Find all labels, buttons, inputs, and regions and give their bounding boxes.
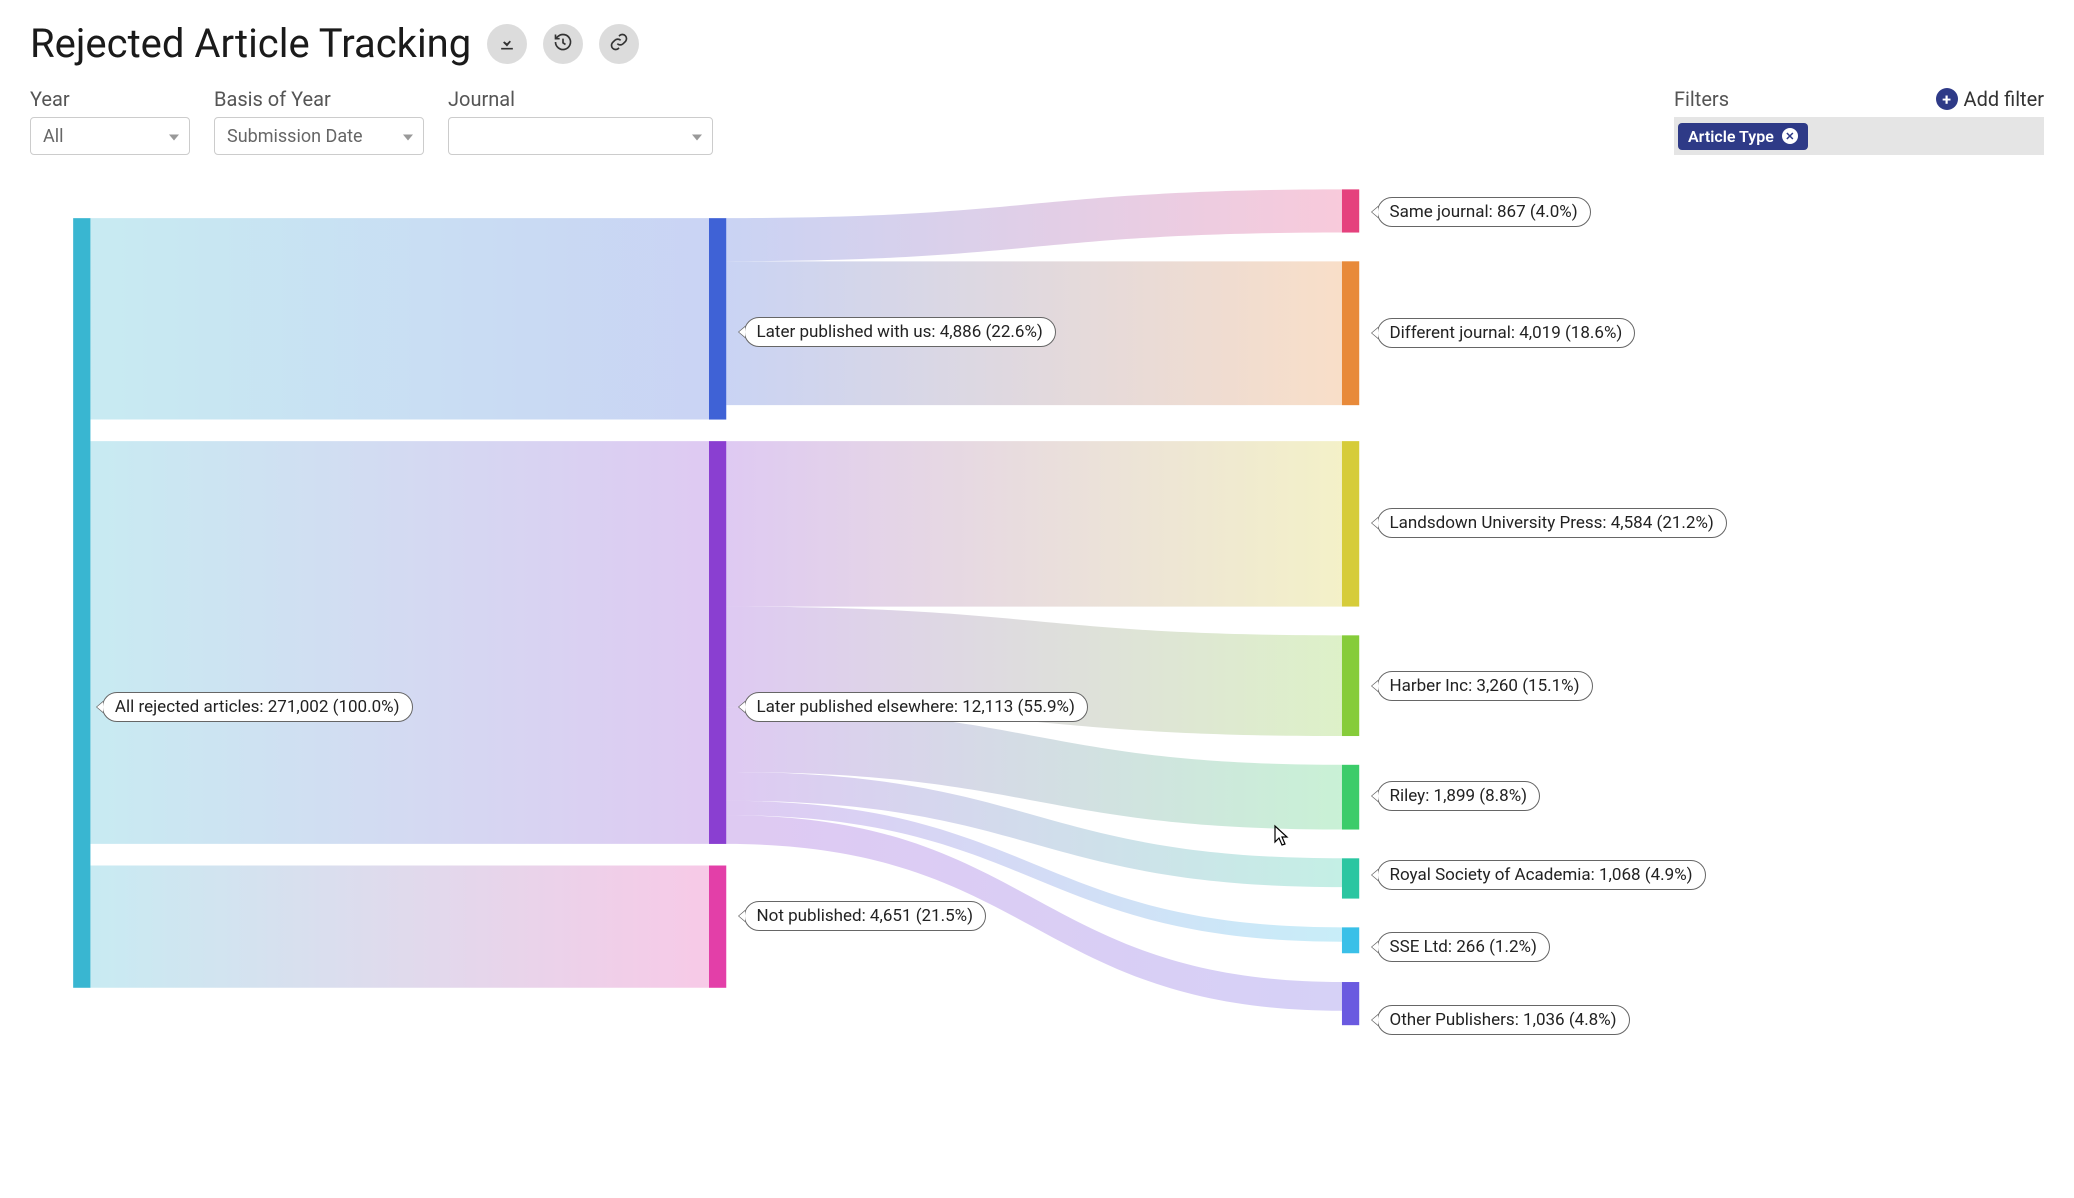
sankey-chart[interactable]: All rejected articles: 271,002 (100.0%) L… <box>30 175 2044 1096</box>
sankey-label-same_journal: Same journal: 867 (4.0%) <box>1377 197 1591 227</box>
sankey-link[interactable] <box>726 189 1342 261</box>
download-icon <box>497 32 517 55</box>
filter-chip-bar: Article Type ✕ <box>1674 117 2044 155</box>
sankey-link[interactable] <box>726 441 1342 606</box>
filter-basis: Basis of Year Submission Date <box>214 87 424 155</box>
history-icon <box>553 32 573 55</box>
sankey-label-elsewhere: Later published elsewhere: 12,113 (55.9%… <box>744 692 1088 722</box>
sankey-link[interactable] <box>90 866 709 988</box>
basis-select-value: Submission Date <box>227 126 363 147</box>
download-button[interactable] <box>487 24 527 64</box>
filter-basis-label: Basis of Year <box>214 87 424 111</box>
sankey-node-same_journal[interactable] <box>1342 189 1359 232</box>
sankey-label-landsdown: Landsdown University Press: 4,584 (21.2%… <box>1377 508 1727 538</box>
basis-select[interactable]: Submission Date <box>214 117 424 155</box>
filter-journal-label: Journal <box>448 87 713 111</box>
link-button[interactable] <box>599 24 639 64</box>
sankey-node-landsdown[interactable] <box>1342 441 1359 606</box>
sankey-node-elsewhere[interactable] <box>709 441 726 844</box>
filter-chip-label: Article Type <box>1688 127 1774 146</box>
journal-select[interactable] <box>448 117 713 155</box>
filter-journal: Journal <box>448 87 713 155</box>
sankey-node-other[interactable] <box>1342 982 1359 1025</box>
sankey-node-harber[interactable] <box>1342 635 1359 736</box>
year-select[interactable]: All <box>30 117 190 155</box>
sankey-link[interactable] <box>90 218 709 419</box>
history-button[interactable] <box>543 24 583 64</box>
add-filter-button[interactable]: + Add filter <box>1936 87 2044 111</box>
filter-chip-article-type[interactable]: Article Type ✕ <box>1678 123 1808 150</box>
filters-panel-label: Filters <box>1674 87 1729 111</box>
sankey-node-with_us[interactable] <box>709 218 726 419</box>
filter-year: Year All <box>30 87 190 155</box>
sankey-node-root[interactable] <box>73 218 90 988</box>
sankey-label-sse: SSE Ltd: 266 (1.2%) <box>1377 932 1550 962</box>
sankey-label-diff_journal: Different journal: 4,019 (18.6%) <box>1377 318 1636 348</box>
sankey-node-royal[interactable] <box>1342 858 1359 898</box>
sankey-label-royal: Royal Society of Academia: 1,068 (4.9%) <box>1377 860 1706 890</box>
year-select-value: All <box>43 126 64 147</box>
filters-panel: Filters + Add filter Article Type ✕ <box>1674 87 2044 155</box>
sankey-label-not_pub: Not published: 4,651 (21.5%) <box>744 901 987 931</box>
page-title: Rejected Article Tracking <box>30 20 471 67</box>
sankey-link[interactable] <box>90 441 709 844</box>
sankey-label-root: All rejected articles: 271,002 (100.0%) <box>102 692 413 722</box>
link-icon <box>609 32 629 55</box>
sankey-label-other: Other Publishers: 1,036 (4.8%) <box>1377 1005 1630 1035</box>
sankey-node-riley[interactable] <box>1342 765 1359 830</box>
sankey-node-sse[interactable] <box>1342 927 1359 953</box>
filter-year-label: Year <box>30 87 190 111</box>
add-filter-label: Add filter <box>1964 87 2044 111</box>
plus-icon: + <box>1936 88 1958 110</box>
sankey-label-with_us: Later published with us: 4,886 (22.6%) <box>744 317 1056 347</box>
close-icon[interactable]: ✕ <box>1782 128 1798 144</box>
sankey-node-diff_journal[interactable] <box>1342 261 1359 405</box>
sankey-node-not_pub[interactable] <box>709 866 726 988</box>
sankey-label-harber: Harber Inc: 3,260 (15.1%) <box>1377 671 1593 701</box>
sankey-label-riley: Riley: 1,899 (8.8%) <box>1377 781 1541 811</box>
